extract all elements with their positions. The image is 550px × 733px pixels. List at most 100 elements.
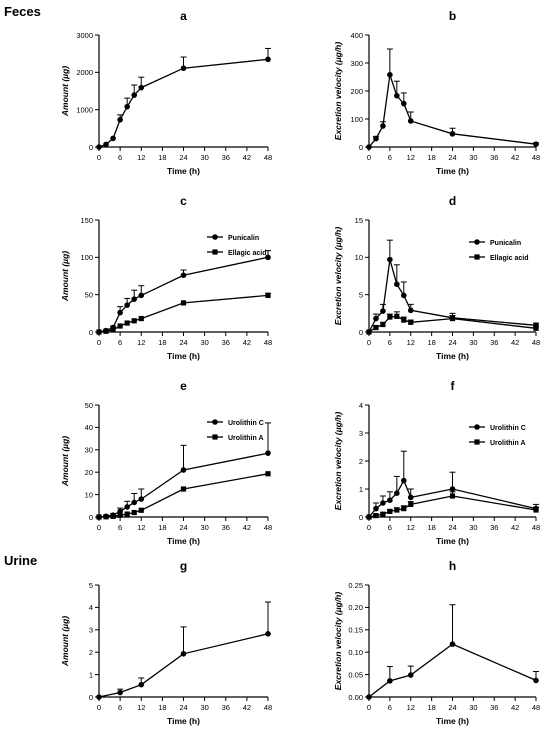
chart-b-data-point <box>400 100 407 107</box>
chart-c-x-tick-label: 30 <box>200 338 208 347</box>
chart-e-data-point <box>138 496 145 502</box>
chart-c-data-point <box>103 328 109 334</box>
chart-h-y-tick-label: 0.20 <box>348 603 363 612</box>
chart-f-y-axis-title: Excretion velocity (µg/h) <box>333 412 343 511</box>
chart-d-data-point <box>401 317 407 323</box>
chart-f-x-axis-title: Time (h) <box>436 536 469 546</box>
chart-b-data-point <box>449 131 456 137</box>
chart-e-data-point <box>124 504 130 510</box>
chart-c-y-tick-label: 50 <box>85 290 93 299</box>
chart-c-data-point <box>117 309 123 316</box>
chart-f-y-tick-label: 3 <box>359 429 363 438</box>
chart-c-y-axis-title: Amount (µg) <box>60 251 70 302</box>
chart-c-x-tick-label: 24 <box>179 338 187 347</box>
chart-e-data-point <box>180 486 187 492</box>
chart-a-x-tick-label: 24 <box>179 153 187 162</box>
chart-f-legend-label: Urolithin A <box>490 440 526 447</box>
chart-c-data-point <box>110 327 116 333</box>
chart-a-x-tick-label: 12 <box>137 153 145 162</box>
chart-e-legend-marker <box>212 419 218 425</box>
chart-d-x-tick-label: 42 <box>511 338 519 347</box>
chart-e-data-point <box>265 471 271 477</box>
chart-b-y-tick-label: 200 <box>350 87 363 96</box>
chart-g-data-point <box>117 689 123 696</box>
chart-g-x-axis-title: Time (h) <box>167 716 200 726</box>
chart-a-y-tick-label: 3000 <box>76 31 93 40</box>
chart-a-y-tick-label: 0 <box>89 143 93 152</box>
chart-e-data-point <box>265 450 271 456</box>
chart-b-x-tick-label: 42 <box>511 153 519 162</box>
chart-f-x-tick-label: 12 <box>407 523 415 532</box>
chart-g-panel-label: g <box>180 559 187 573</box>
chart-g-x-tick-label: 12 <box>137 703 145 712</box>
chart-g-y-axis-title: Amount (µg) <box>60 616 70 667</box>
chart-d-y-axis-title: Excretion velocity (µg/h) <box>333 227 343 326</box>
chart-c-x-tick-label: 6 <box>118 338 122 347</box>
chart-f-panel-label: f <box>451 379 456 393</box>
chart-d-x-tick-label: 0 <box>367 338 371 347</box>
chart-c-y-tick-label: 100 <box>80 253 93 262</box>
chart-d-y-tick-label: 10 <box>355 253 363 262</box>
chart-c-legend-label: Punicalin <box>228 235 259 242</box>
chart-g-y-tick-label: 5 <box>89 581 93 590</box>
chart-d-y-tick-label: 15 <box>355 216 363 225</box>
chart-c-legend-marker <box>212 249 218 255</box>
chart-f-data-point <box>449 493 456 499</box>
chart-b-y-tick-label: 400 <box>350 31 363 40</box>
chart-f-data-point <box>373 505 379 512</box>
chart-d-legend-marker <box>474 254 480 260</box>
chart-a-x-tick-label: 6 <box>118 153 122 162</box>
chart-h-y-tick-label: 0.25 <box>348 581 363 590</box>
chart-b-data-point <box>366 144 372 150</box>
chart-b-y-tick-label: 0 <box>359 143 363 152</box>
chart-g-data-point <box>96 694 102 700</box>
chart-h-y-tick-label: 0.05 <box>348 670 363 679</box>
chart-b-x-tick-label: 36 <box>490 153 498 162</box>
chart-a-y-tick-label: 1000 <box>76 105 93 114</box>
chart-e-x-tick-label: 6 <box>118 523 122 532</box>
chart-f-y-tick-label: 0 <box>359 513 363 522</box>
chart-h-series-1-line <box>368 643 537 698</box>
chart-g-y-tick-label: 1 <box>89 670 93 679</box>
chart-e-x-tick-label: 18 <box>158 523 166 532</box>
chart-e-y-tick-label: 0 <box>89 513 93 522</box>
chart-f-x-tick-label: 6 <box>388 523 392 532</box>
chart-f-x-tick-label: 36 <box>490 523 498 532</box>
chart-a-x-axis-title: Time (h) <box>167 166 200 176</box>
chart-d-y-tick-label: 5 <box>359 290 363 299</box>
chart-f-data-point <box>380 511 386 517</box>
chart-e-x-tick-label: 42 <box>243 523 251 532</box>
chart-f-y-tick-label: 2 <box>359 457 363 466</box>
chart-c-x-tick-label: 42 <box>243 338 251 347</box>
chart-g-data-point <box>138 681 145 688</box>
chart-c-x-tick-label: 18 <box>158 338 166 347</box>
chart-d-data-point <box>407 307 414 314</box>
chart-d-panel-label: d <box>449 194 456 208</box>
chart-e-y-axis-title: Amount (µg) <box>60 436 70 487</box>
chart-f-x-tick-label: 42 <box>511 523 519 532</box>
chart-a-x-tick-label: 48 <box>264 153 272 162</box>
chart-c-x-tick-label: 36 <box>222 338 230 347</box>
chart-g-x-tick-label: 18 <box>158 703 166 712</box>
chart-b-y-tick-label: 300 <box>350 59 363 68</box>
chart-d-y-tick-label: 0 <box>359 328 363 337</box>
chart-h-data-point <box>407 672 414 678</box>
chart-b-data-point <box>533 141 539 147</box>
chart-c-data-point <box>117 323 123 329</box>
chart-g-y-tick-label: 3 <box>89 626 93 635</box>
chart-f-x-tick-label: 48 <box>532 523 540 532</box>
chart-h-data-point <box>366 694 372 700</box>
chart-a-data-point <box>110 135 116 142</box>
chart-a-y-tick-label: 2000 <box>76 68 93 77</box>
chart-h-data-point <box>533 677 539 684</box>
chart-g-x-tick-label: 0 <box>97 703 101 712</box>
chart-f-data-point <box>373 513 379 519</box>
chart-d-legend-label: Ellagic acid <box>490 255 529 262</box>
chart-e-data-point <box>131 499 138 506</box>
chart-c-series-1-line <box>98 256 269 333</box>
chart-f-data-point <box>387 508 393 514</box>
chart-a-data-point <box>265 56 271 63</box>
chart-c-y-tick-label: 150 <box>80 216 93 225</box>
chart-f-data-point <box>366 514 372 520</box>
